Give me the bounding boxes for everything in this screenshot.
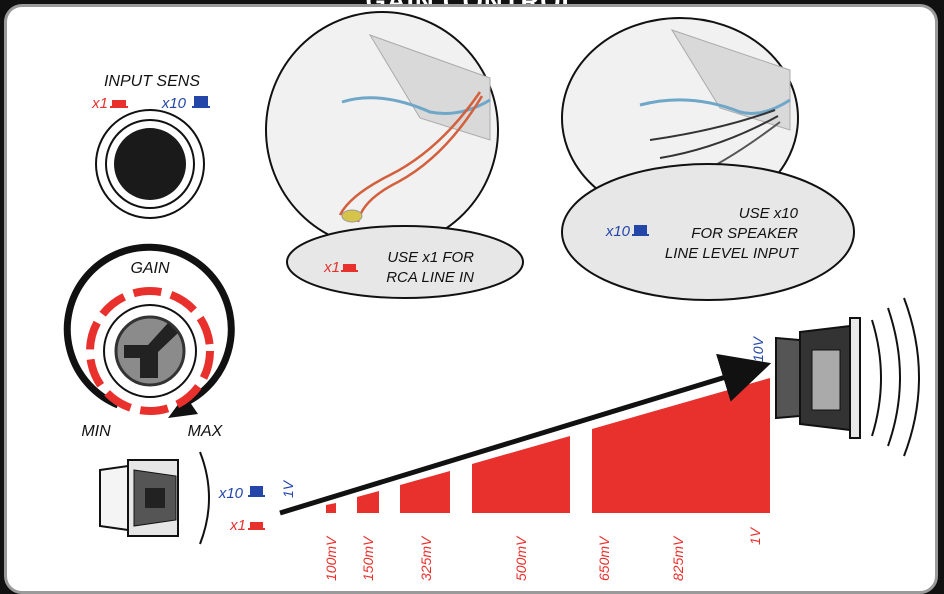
rca-x1-switch-base <box>341 270 358 272</box>
x10-label: x10 <box>161 95 187 112</box>
speaker-callout-bubble <box>561 163 855 301</box>
level-bar-150mv <box>357 491 379 513</box>
speaker-callout-line3: LINE LEVEL INPUT <box>665 245 800 262</box>
level-label-650mv: 650mV <box>596 535 612 581</box>
ramp-x1-switch-base <box>248 528 265 530</box>
level-ramp <box>326 378 770 513</box>
gain-max-label: MAX <box>188 423 224 440</box>
gain-ramp-arrow-icon <box>279 353 772 516</box>
rca-x1-switch-icon <box>343 264 356 270</box>
level-label-325mv: 325mV <box>418 535 434 581</box>
subwoofer-large-icon <box>775 317 861 439</box>
rca-photo-illustration <box>338 34 491 223</box>
level-label-500mv: 500mV <box>513 535 529 581</box>
ramp-start-x10-label: x10 <box>218 485 244 502</box>
gain-label: GAIN <box>130 260 170 277</box>
speaker-x10-switch-base <box>632 234 649 236</box>
rca-callout-bubble <box>286 225 524 299</box>
x10-switch-base <box>192 106 210 108</box>
rca-callout-line1: USE x1 FOR <box>387 249 474 266</box>
subwoofer-small-icon <box>99 459 179 537</box>
gain-arc <box>63 243 235 410</box>
level-bar-325mv <box>400 471 450 513</box>
rca-callout-line2: RCA LINE IN <box>386 269 474 286</box>
level-label-825mv: 825mV <box>670 535 686 581</box>
ramp-start-level-label: 1V <box>280 479 296 498</box>
level-label-1v: 1V <box>747 526 763 545</box>
speaker-callout-line1: USE x10 <box>739 205 799 222</box>
rca-badge-label: x1 <box>323 259 340 276</box>
ramp-x10-switch-base <box>248 495 265 497</box>
ramp-start-x1-label: x1 <box>229 517 246 534</box>
sound-wave-small-icon <box>199 451 210 545</box>
level-label-100mv: 100mV <box>323 535 339 581</box>
level-label-150mv: 150mV <box>360 535 376 581</box>
ramp-x1-switch-icon <box>250 522 263 528</box>
speaker-x10-switch-icon <box>634 225 647 234</box>
input-sens-label: INPUT SENS <box>104 73 200 90</box>
sound-wave-1-icon <box>871 319 882 437</box>
x1-label: x1 <box>91 95 108 112</box>
x10-switch-icon <box>194 96 208 106</box>
ramp-x10-switch-icon <box>250 486 263 495</box>
level-bar-500mv <box>472 436 570 513</box>
speaker-badge-label: x10 <box>605 223 631 240</box>
gain-arrow-icon <box>168 395 198 418</box>
gain-scale-ring <box>86 287 214 415</box>
x1-switch-base <box>110 106 128 108</box>
level-bar-100mv <box>326 503 336 513</box>
gain-min-label: MIN <box>81 423 111 440</box>
sound-wave-2-icon <box>887 307 901 447</box>
sound-wave-3-icon <box>903 297 920 457</box>
ramp-end-level-label: 10V <box>750 335 766 362</box>
level-bar-650mv-1v <box>592 378 770 513</box>
sens-knob-icon[interactable] <box>114 128 186 200</box>
speaker-callout-line2: FOR SPEAKER <box>691 225 798 242</box>
x1-switch-icon <box>112 100 126 106</box>
gain-knob-pointer <box>124 323 178 378</box>
